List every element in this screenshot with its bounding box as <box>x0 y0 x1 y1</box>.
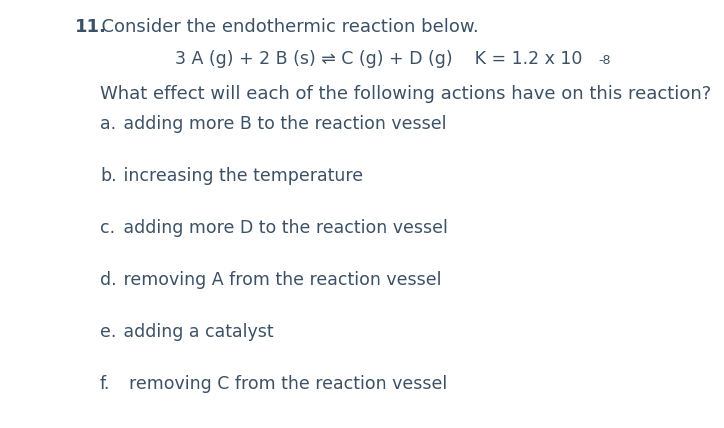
Text: Consider the endothermic reaction below.: Consider the endothermic reaction below. <box>90 18 479 36</box>
Text: f.: f. <box>100 375 110 393</box>
Text: 11.: 11. <box>75 18 107 36</box>
Text: adding a catalyst: adding a catalyst <box>118 323 274 341</box>
Text: -8: -8 <box>598 54 610 67</box>
Text: increasing the temperature: increasing the temperature <box>118 167 363 185</box>
Text: d.: d. <box>100 271 117 289</box>
Text: a.: a. <box>100 115 116 133</box>
Text: e.: e. <box>100 323 117 341</box>
Text: adding more D to the reaction vessel: adding more D to the reaction vessel <box>118 219 448 237</box>
Text: What effect will each of the following actions have on this reaction?: What effect will each of the following a… <box>100 85 711 103</box>
Text: c.: c. <box>100 219 115 237</box>
Text: 3 A (g) + 2 B (s) ⇌ C (g) + D (g)    K = 1.2 x 10: 3 A (g) + 2 B (s) ⇌ C (g) + D (g) K = 1.… <box>175 50 582 68</box>
Text: removing A from the reaction vessel: removing A from the reaction vessel <box>118 271 442 289</box>
Text: adding more B to the reaction vessel: adding more B to the reaction vessel <box>118 115 447 133</box>
Text: removing C from the reaction vessel: removing C from the reaction vessel <box>118 375 447 393</box>
Text: b.: b. <box>100 167 117 185</box>
